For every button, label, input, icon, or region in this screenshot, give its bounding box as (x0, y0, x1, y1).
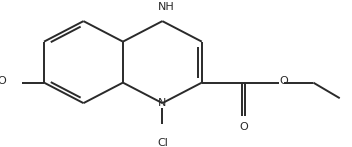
Text: N: N (158, 98, 166, 108)
Text: O: O (280, 76, 289, 86)
Text: O: O (0, 76, 6, 86)
Text: NH: NH (157, 2, 174, 12)
Text: Cl: Cl (157, 138, 168, 147)
Text: O: O (239, 122, 248, 132)
